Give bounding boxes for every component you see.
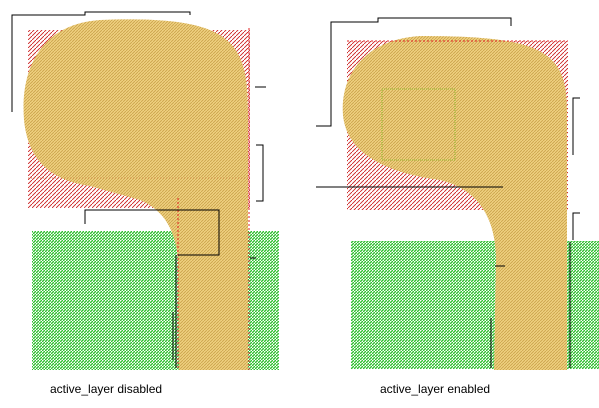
left-right-bracket	[256, 144, 264, 202]
right-right-bracket-top	[572, 97, 580, 155]
right-selection-box	[381, 88, 456, 161]
right-tan-shape	[342, 36, 567, 370]
left-tan-shape	[23, 19, 249, 370]
left-panel	[11, 11, 279, 370]
right-right-bracket-bottom	[572, 212, 580, 240]
left-mid-box	[84, 209, 220, 256]
caption-active-layer-enabled: active_layer enabled	[380, 382, 491, 396]
left-top-bracket	[11, 11, 191, 112]
right-panel	[316, 17, 599, 370]
caption-active-layer-disabled: active_layer disabled	[50, 382, 163, 396]
right-top-bracket	[316, 17, 512, 127]
